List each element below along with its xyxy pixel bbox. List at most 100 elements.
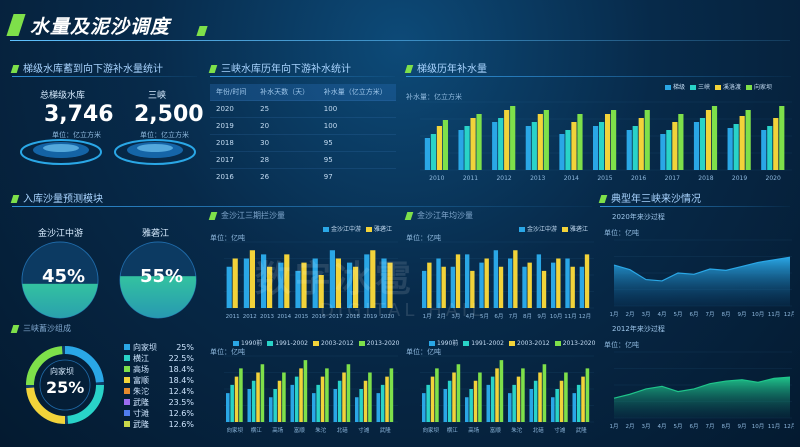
- bar: [593, 126, 599, 170]
- table-cell: 97: [317, 168, 396, 185]
- bar: [381, 258, 387, 308]
- bar: [333, 389, 338, 422]
- bar: [666, 130, 672, 170]
- bar: [693, 122, 700, 170]
- x-tick-label: 富顺: [294, 426, 306, 434]
- bar: [559, 380, 564, 422]
- bar: [626, 130, 632, 170]
- bar: [364, 254, 370, 308]
- x-tick-label: 2020: [380, 314, 394, 320]
- x-tick-label: 3月: [642, 423, 651, 430]
- bar: [490, 376, 495, 422]
- ring-center-label: 向家坝: [50, 367, 74, 376]
- bar: [498, 266, 504, 308]
- bar: [478, 372, 482, 422]
- section-title-s4: 入库沙量预测模块: [10, 190, 592, 207]
- bar: [493, 250, 499, 308]
- x-tick-label: 北碚: [337, 426, 349, 434]
- bar: [565, 130, 571, 170]
- area2-title: 2012年来沙过程: [612, 325, 665, 333]
- bar: [422, 270, 427, 308]
- bar: [346, 364, 351, 422]
- ring-inner: [39, 359, 91, 411]
- ring-legend-swatch: [124, 399, 130, 405]
- bar: [312, 393, 316, 422]
- page-title: 水量及泥沙调度: [30, 16, 171, 38]
- annual-unit: 补水量：亿立方米: [406, 93, 462, 101]
- x-tick-label: 10月: [752, 311, 765, 318]
- x-tick-label: 横江: [251, 426, 263, 434]
- x-tick-label: 10月: [550, 313, 563, 320]
- table-cell: 28: [254, 151, 318, 169]
- title-accent: [6, 14, 26, 36]
- x-tick-label: 1月: [610, 311, 619, 318]
- legend-item: 2013-2020: [550, 340, 595, 347]
- x-tick-label: 朱沱: [315, 426, 327, 434]
- bar: [469, 389, 473, 422]
- x-tick-label: 2014: [277, 314, 291, 320]
- table-header-2: 补水量（亿立方米）: [317, 84, 396, 101]
- bar: [299, 368, 303, 422]
- bar: [320, 376, 325, 422]
- section-title-s2: 三峡水库历年向下游补水统计: [208, 60, 395, 77]
- bar: [761, 130, 767, 170]
- bar: [436, 258, 441, 308]
- legend-item: 梯级: [660, 84, 685, 91]
- ring-legend-swatch: [124, 421, 130, 427]
- ring-segment: [26, 387, 66, 424]
- mid2-legend: 金沙江中游 雅砻江: [514, 224, 588, 233]
- mid1-legend: 金沙江中游 雅砻江: [318, 224, 392, 233]
- bar: [427, 262, 432, 308]
- x-tick-label: 2011: [226, 314, 240, 320]
- gauge-left-label: 金沙江中游: [38, 229, 84, 239]
- bar: [486, 384, 491, 422]
- x-tick-label: 9月: [537, 313, 546, 320]
- bar: [261, 254, 267, 308]
- gauge-right: [119, 241, 197, 319]
- bar: [359, 389, 363, 422]
- bar: [559, 134, 565, 170]
- bar: [660, 134, 666, 170]
- x-tick-label: 11月: [564, 313, 577, 320]
- bar: [495, 368, 499, 422]
- x-tick-label: 寸滩: [554, 426, 566, 434]
- bar: [368, 372, 372, 422]
- x-tick-label: 8月: [523, 313, 532, 320]
- bot2-chart: 向家坝 横江 高场 富顺 朱沱 北碚 寸滩 武隆: [420, 355, 594, 434]
- bar: [564, 372, 568, 422]
- ring-segment: [67, 384, 104, 424]
- bar: [504, 110, 510, 170]
- bar: [295, 270, 301, 308]
- gauge-right-label: 雅砻江: [142, 229, 170, 239]
- bar: [282, 372, 286, 422]
- gauge-right-value: 55%: [140, 266, 184, 287]
- x-tick-label: 5月: [674, 311, 683, 318]
- ring-legend-swatch: [124, 355, 130, 361]
- table-row: 2020 25 100: [210, 100, 396, 118]
- x-tick-label: 3月: [642, 311, 651, 318]
- bar: [363, 380, 368, 422]
- ring-legend-swatch: [124, 366, 130, 372]
- bar: [531, 122, 537, 170]
- x-tick-label: 6月: [494, 313, 503, 320]
- bar: [572, 393, 577, 422]
- bar: [556, 258, 561, 308]
- x-tick-label: 高场: [272, 426, 284, 434]
- header: 水量及泥沙调度: [0, 0, 800, 44]
- legend-item: 1991-2002: [262, 340, 308, 347]
- ring-legend-swatch: [124, 344, 130, 350]
- gauge-left: [21, 241, 99, 319]
- bar: [705, 110, 712, 170]
- ring-center-value: 25%: [46, 378, 85, 397]
- annual-legend: 梯级 三峡 溪洛渡 向家坝: [660, 82, 772, 91]
- bar: [335, 258, 341, 308]
- bar: [376, 393, 381, 422]
- legend-item: 向家坝: [741, 84, 772, 91]
- legend-item: 雅砻江: [361, 226, 392, 233]
- bar: [436, 126, 443, 170]
- x-tick-label: 5月: [480, 313, 489, 320]
- mid1-chart: 2011 2012 2013 2014 2015 2016 2017 2018 2019 2020: [224, 241, 398, 320]
- bar: [447, 380, 452, 422]
- bar: [380, 384, 385, 422]
